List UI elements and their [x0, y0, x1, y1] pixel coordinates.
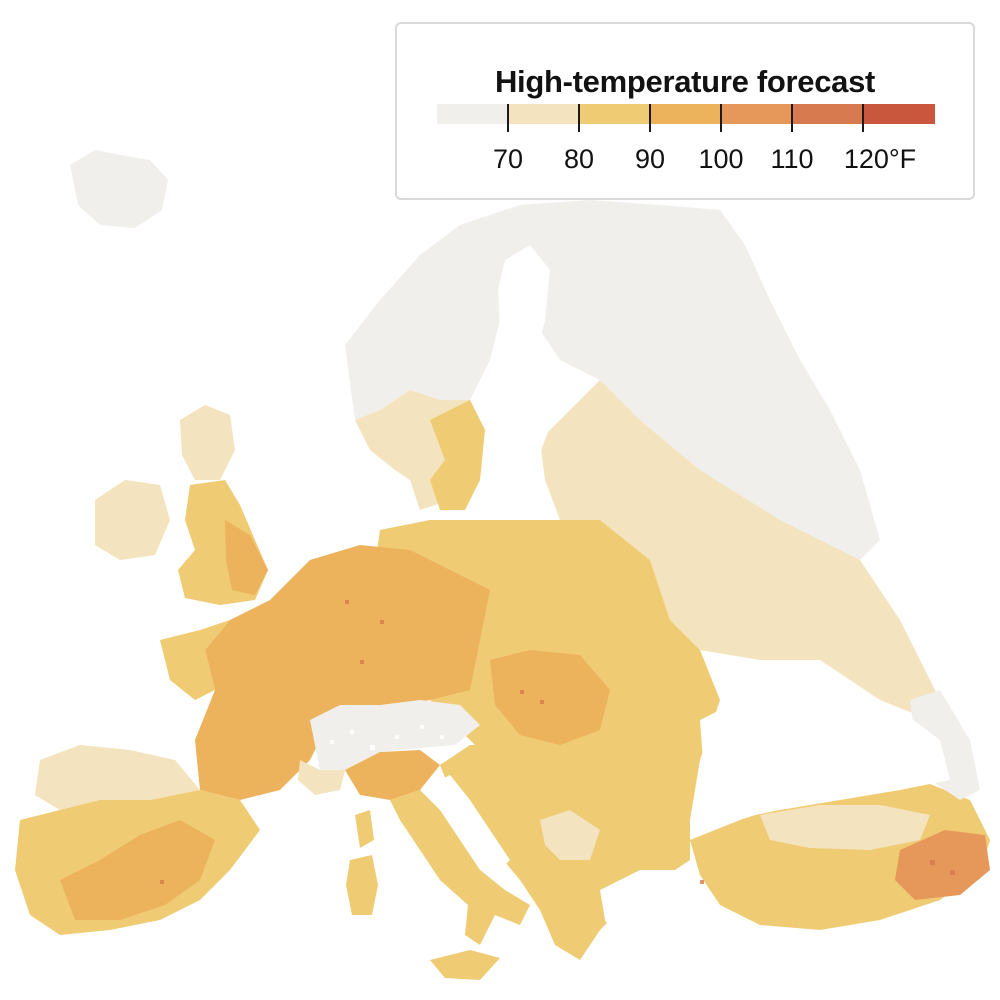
aegean-sea: [600, 870, 700, 950]
balkans-highland-zone: [540, 810, 600, 860]
legend-swatch-70-80: [508, 104, 579, 124]
sicily-zone: [430, 950, 500, 980]
legend-title: High-temperature forecast: [494, 64, 876, 99]
corsica-zone: [355, 810, 374, 848]
gulf-of-bothnia: [498, 245, 550, 370]
southern-sweden-zone: [430, 400, 485, 510]
map-legend: High-temperature forecast 70 80 90 100 1…: [395, 22, 975, 200]
land-layer: [15, 150, 990, 980]
legend-label-120: 120°F: [843, 144, 917, 174]
scandinavia-north-zone: [345, 200, 880, 560]
brittany-zone: [160, 620, 230, 700]
baltic-sea: [485, 380, 560, 500]
legend-swatch-80-90: [579, 104, 650, 124]
legend-swatch-100-110: [721, 104, 792, 124]
legend-label-80: 80: [563, 144, 595, 174]
legend-tick-120: [862, 104, 864, 132]
legend-tick-90: [649, 104, 651, 132]
scotland-zone: [180, 405, 235, 480]
finland-zone: [540, 230, 660, 380]
italy-zone: [390, 790, 530, 945]
legend-swatch-110-120: [792, 104, 863, 124]
legend-tick-100: [720, 104, 722, 132]
legend-tick-80: [578, 104, 580, 132]
southeast-turkey-zone: [895, 830, 990, 900]
legend-tick-110: [791, 104, 793, 132]
legend-tick-70: [507, 104, 509, 132]
ireland-zone: [95, 480, 170, 560]
alps-fringe-zone: [298, 760, 345, 795]
legend-label-110: 110: [770, 144, 814, 174]
alpine-snow-speckles: [330, 725, 444, 750]
legend-swatch-below-70: [437, 104, 508, 124]
southern-spain-zone: [60, 820, 215, 920]
legend-label-100: 100: [698, 144, 744, 174]
iceland-zone: [70, 150, 168, 228]
legend-color-scale: [437, 104, 935, 124]
black-sea: [700, 690, 950, 820]
southeast-england-zone: [225, 520, 268, 595]
eastern-europe-zone: [540, 380, 940, 720]
turkey-central-zone: [760, 805, 930, 850]
adriatic-sea: [430, 775, 510, 870]
legend-label-70: 70: [492, 144, 524, 174]
sardinia-zone: [346, 855, 378, 915]
legend-swatch-90-100: [650, 104, 721, 124]
iberia-north-zone: [35, 745, 200, 810]
legend-label-90: 90: [634, 144, 666, 174]
italy-north-zone: [345, 750, 440, 800]
hungary-zone: [490, 650, 610, 745]
legend-swatch-above-120: [863, 104, 935, 124]
france-germany-core-zone: [195, 545, 490, 800]
texture-speckles: [160, 600, 955, 884]
